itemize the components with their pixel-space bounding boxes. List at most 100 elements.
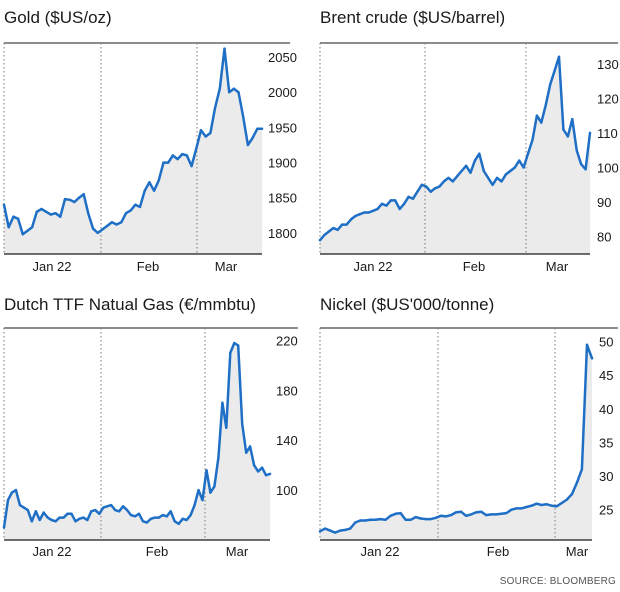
data-point: [110, 221, 114, 224]
data-point: [34, 510, 37, 513]
data-point: [555, 505, 558, 508]
x-tick-label: Mar: [566, 544, 589, 559]
data-point: [425, 185, 428, 188]
data-point: [7, 226, 10, 229]
data-point: [86, 518, 89, 522]
data-point: [223, 47, 226, 50]
data-point: [364, 519, 367, 522]
data-point: [49, 213, 53, 216]
y-tick-label: 100: [597, 161, 619, 176]
data-point: [45, 210, 48, 213]
data-point: [256, 127, 259, 130]
data-point: [82, 193, 85, 196]
data-point: [87, 212, 90, 216]
data-point: [26, 508, 29, 512]
data-point: [318, 530, 322, 533]
data-point: [66, 512, 69, 515]
y-tick-label: 35: [599, 435, 613, 450]
data-point: [449, 513, 453, 517]
data-point: [354, 521, 357, 524]
chart-title: Nickel ($US'000/tonne): [320, 295, 494, 314]
data-point: [181, 152, 184, 156]
data-point: [96, 231, 100, 235]
y-tick-label: 1850: [268, 191, 297, 206]
data-point: [22, 506, 26, 509]
chart-title: Dutch TTF Natual Gas (€/mmbtu): [4, 295, 256, 314]
data-point: [237, 344, 240, 347]
data-point: [232, 87, 236, 90]
data-point: [124, 212, 128, 215]
data-point: [62, 516, 65, 519]
data-point: [478, 152, 481, 155]
data-point: [161, 513, 164, 517]
data-point: [590, 357, 594, 360]
data-point: [185, 154, 189, 157]
data-point: [588, 131, 592, 135]
data-point: [323, 527, 327, 530]
y-tick-label: 1900: [268, 156, 297, 171]
data-point: [354, 214, 357, 218]
data-point: [414, 515, 417, 519]
data-point: [557, 55, 561, 58]
series-line: [318, 343, 594, 534]
data-point: [525, 505, 528, 509]
data-point: [518, 159, 521, 162]
data-point: [110, 503, 113, 507]
data-point: [59, 215, 62, 218]
data-point: [444, 515, 448, 518]
data-point: [94, 508, 97, 512]
data-point: [389, 514, 392, 517]
data-point: [363, 211, 366, 214]
data-point: [535, 502, 538, 505]
data-point: [580, 468, 584, 471]
data-point: [190, 164, 193, 168]
data-point: [54, 212, 57, 215]
data-point: [504, 173, 508, 176]
data-point: [90, 510, 93, 513]
y-tick-label: 1800: [268, 226, 297, 241]
y-tick-label: 90: [597, 195, 611, 210]
data-point: [199, 129, 203, 132]
y-tick-label: 40: [599, 402, 613, 417]
data-point: [143, 189, 146, 192]
area-fill: [4, 48, 262, 254]
chart-title: Brent crude ($US/barrel): [320, 8, 505, 27]
data-point: [565, 498, 568, 501]
data-point: [152, 189, 156, 192]
chart-title: Gold ($US/oz): [4, 8, 112, 27]
data-point: [204, 135, 207, 138]
data-point: [134, 203, 137, 206]
data-point: [237, 91, 240, 94]
data-point: [399, 511, 402, 515]
data-point: [82, 516, 85, 519]
data-point: [209, 491, 212, 494]
data-point: [487, 176, 490, 180]
data-point: [407, 195, 410, 199]
y-tick-label: 30: [599, 469, 613, 484]
data-point: [482, 169, 485, 173]
data-point: [485, 513, 488, 517]
data-point: [530, 504, 533, 507]
data-point: [328, 529, 332, 532]
data-point: [327, 230, 331, 233]
y-tick-label: 2050: [268, 50, 297, 65]
data-point: [394, 199, 397, 202]
x-tick-label: Mar: [226, 544, 249, 559]
y-tick-label: 45: [599, 368, 613, 383]
data-point: [419, 517, 422, 520]
data-point: [495, 176, 499, 180]
data-point: [193, 503, 196, 507]
data-point: [221, 401, 224, 404]
x-tick-label: Jan 22: [360, 544, 399, 559]
y-tick-label: 50: [599, 335, 613, 350]
data-point: [40, 207, 43, 211]
data-point: [571, 117, 574, 121]
data-point: [434, 516, 438, 519]
data-point: [91, 227, 95, 230]
data-point: [464, 514, 468, 517]
data-point: [416, 190, 419, 193]
data-point: [404, 518, 407, 521]
data-point: [544, 104, 547, 107]
chart-panel-1: Gold ($US/oz) 1800 1850 1900 1950 2000 2050 Jan…: [2, 8, 297, 274]
data-point: [241, 422, 244, 426]
